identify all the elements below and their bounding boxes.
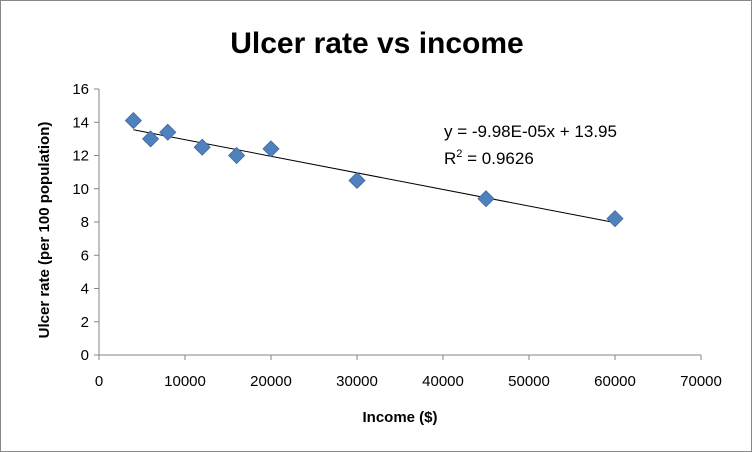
- x-axis-ticks: 0 10000 20000 30000 40000 50000 60000 70000: [95, 355, 722, 390]
- y-tick-label: 12: [72, 148, 89, 165]
- data-point-marker: [477, 190, 495, 208]
- y-tick-label: 4: [81, 281, 89, 298]
- y-tick-label: 10: [72, 181, 89, 198]
- y-tick-label: 0: [81, 347, 89, 364]
- trendline: [133, 129, 616, 224]
- x-tick-label: 0: [95, 373, 103, 390]
- trendline-equation: y = -9.98E-05x + 13.95: [444, 122, 617, 141]
- r-squared-exponent: 2: [456, 148, 462, 160]
- x-tick-label: 50000: [508, 373, 550, 390]
- data-point-marker: [142, 130, 160, 148]
- data-point-marker: [606, 210, 624, 228]
- y-axis-title: Ulcer rate (per 100 population): [36, 122, 53, 339]
- y-tick-label: 16: [72, 81, 89, 98]
- y-tick-label: 14: [72, 114, 89, 131]
- data-point-marker: [159, 123, 177, 141]
- plot-area: 0 2 4 6 8 10 12 14 16 0 10000 20000 30000 40000 50000…: [72, 81, 722, 390]
- y-axis-ticks: 0 2 4 6 8 10 12 14 16: [72, 81, 99, 364]
- data-point-marker: [124, 112, 142, 130]
- x-tick-label: 70000: [680, 373, 722, 390]
- x-tick-label: 40000: [422, 373, 464, 390]
- y-tick-label: 6: [81, 247, 89, 264]
- r-squared-value: = 0.9626: [462, 149, 533, 168]
- r-squared-prefix: R: [444, 149, 456, 168]
- y-tick-label: 8: [81, 214, 89, 231]
- x-axis-title: Income ($): [362, 409, 437, 426]
- x-tick-label: 20000: [250, 373, 292, 390]
- x-tick-label: 10000: [164, 373, 206, 390]
- data-point-marker: [262, 140, 280, 158]
- y-tick-label: 2: [81, 314, 89, 331]
- data-point-marker: [348, 171, 366, 190]
- r-squared-label: R2 = 0.9626: [444, 148, 534, 168]
- data-point-marker: [193, 138, 211, 156]
- x-tick-label: 60000: [594, 373, 636, 390]
- x-tick-label: 30000: [336, 373, 378, 390]
- chart-title: Ulcer rate vs income: [230, 27, 523, 60]
- data-points: [124, 112, 624, 228]
- data-point-marker: [228, 146, 246, 165]
